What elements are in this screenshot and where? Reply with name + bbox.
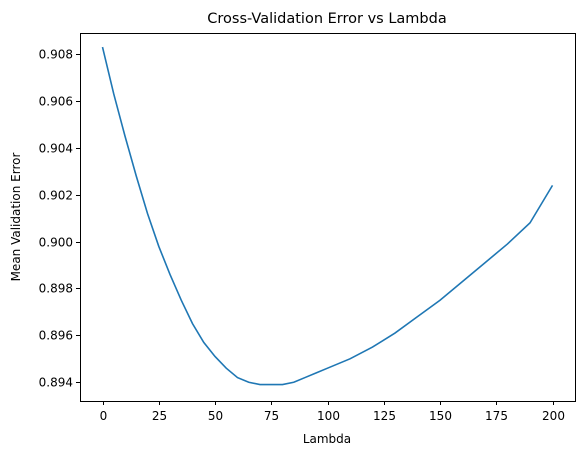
y-tick-label: 0.902 <box>39 189 73 203</box>
series-line-0 <box>101 46 554 386</box>
plot-area <box>101 46 554 386</box>
x-tick-label: 100 <box>317 409 340 423</box>
y-tick-label: 0.908 <box>39 48 73 62</box>
x-axis-label: Lambda <box>303 432 351 446</box>
y-axis: 0.894 0.896 0.898 0.900 0.902 0.904 0.906 0.908 <box>39 48 80 390</box>
x-axis: 0 25 50 75 100 125 150 175 200 <box>100 401 565 423</box>
x-tick-label: 0 <box>100 409 108 423</box>
y-tick-label: 0.896 <box>39 329 73 343</box>
x-tick-label: 50 <box>208 409 223 423</box>
y-axis-label: Mean Validation Error <box>9 153 23 282</box>
y-tick-label: 0.894 <box>39 376 73 390</box>
x-tick-label: 200 <box>542 409 565 423</box>
x-tick-label: 75 <box>264 409 279 423</box>
y-tick-label: 0.898 <box>39 282 73 296</box>
axes-frame <box>80 33 576 402</box>
x-tick-label: 25 <box>152 409 167 423</box>
y-tick-label: 0.900 <box>39 236 73 250</box>
y-tick-label: 0.904 <box>39 142 73 156</box>
chart-title: Cross-Validation Error vs Lambda <box>207 11 446 27</box>
x-tick-label: 125 <box>373 409 396 423</box>
x-tick-label: 175 <box>485 409 508 423</box>
y-tick-label: 0.906 <box>39 95 73 109</box>
x-tick-label: 150 <box>429 409 452 423</box>
